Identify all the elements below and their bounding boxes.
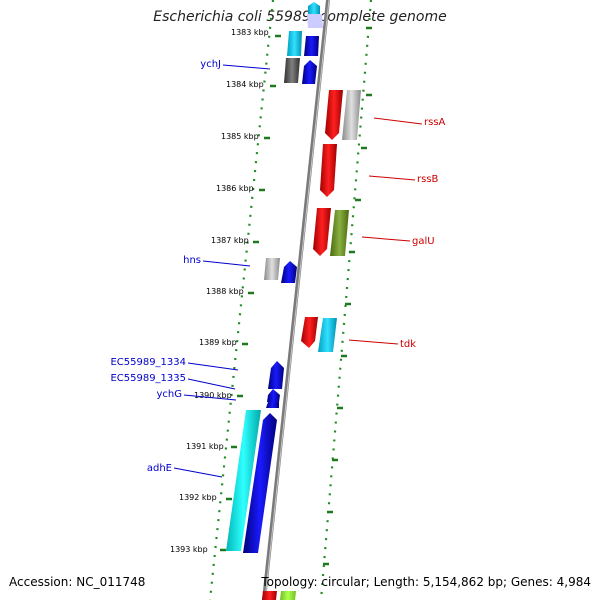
- label-connector-hns: [202, 260, 251, 267]
- gene-gray-arrow[interactable]: [342, 90, 361, 140]
- gene-ychJ-upstream-arrow[interactable]: [287, 31, 302, 56]
- gene-label-EC55989_1335[interactable]: EC55989_1335: [110, 373, 186, 384]
- tick-label-1392: 1392 kbp: [179, 493, 217, 502]
- label-connector-adhE: [173, 467, 223, 478]
- tick-label-1383: 1383 kbp: [231, 28, 269, 37]
- tick-label-1385: 1385 kbp: [221, 132, 259, 141]
- track-boundary-outer-left: [208, 0, 275, 600]
- label-connector-ychJ: [222, 64, 271, 70]
- gene-label-rssB[interactable]: rssB: [417, 174, 439, 185]
- gene-label-adhE[interactable]: adhE: [147, 463, 172, 474]
- gene-arrow[interactable]: [280, 591, 296, 600]
- label-connector-galU: [361, 236, 411, 242]
- gene-olive-arrow[interactable]: [330, 210, 349, 256]
- tick-label-1389: 1389 kbp: [199, 338, 237, 347]
- gene-rssB-arrow[interactable]: [320, 144, 337, 197]
- tick-label-1390: 1390 kbp: [194, 391, 232, 400]
- label-connector-EC55989_1334: [187, 362, 239, 371]
- gene-tdk-arrow[interactable]: [301, 317, 318, 348]
- label-connector-ychG: [183, 394, 237, 401]
- label-connector-tdk: [348, 339, 399, 345]
- gene-label-ychJ[interactable]: ychJ: [200, 59, 221, 70]
- gene-ychJ-arrow[interactable]: [284, 58, 300, 83]
- gene-rssA-arrow[interactable]: [325, 90, 343, 140]
- gene-cyan-arrow[interactable]: [318, 318, 337, 352]
- gene-label-hns[interactable]: hns: [183, 255, 201, 266]
- tick-label-1391: 1391 kbp: [186, 442, 224, 451]
- gene-label-tdk[interactable]: tdk: [400, 339, 416, 350]
- label-connector-rssB: [368, 175, 416, 181]
- tick-label-1393: 1393 kbp: [170, 545, 208, 554]
- gene-EC55989_1334-arrow[interactable]: [268, 361, 284, 389]
- gene-adhE-arrow[interactable]: [243, 413, 277, 553]
- tick-marks: [220, 26, 372, 566]
- gene-arrow[interactable]: [302, 60, 317, 84]
- gene-label-galU[interactable]: galU: [412, 236, 435, 247]
- tick-label-1386: 1386 kbp: [216, 184, 254, 193]
- gene-hns-arrow[interactable]: [281, 261, 297, 283]
- tick-label-1384: 1384 kbp: [226, 80, 264, 89]
- genome-summary-text: Topology: circular; Length: 5,154,862 bp…: [261, 575, 591, 589]
- tick-label-1388: 1388 kbp: [206, 287, 244, 296]
- genome-backbone: [262, 0, 330, 600]
- gene-arrow[interactable]: [304, 36, 319, 56]
- gene-EC55989_1335-arrow[interactable]: [267, 389, 280, 402]
- tick-label-1387: 1387 kbp: [211, 236, 249, 245]
- gene-arrow[interactable]: [262, 591, 277, 600]
- label-connector-rssA: [373, 117, 423, 125]
- gene-galU-arrow[interactable]: [313, 208, 331, 256]
- track-boundary-inner-right: [319, 0, 373, 600]
- label-connector-EC55989_1335: [187, 378, 236, 390]
- gene-ychG-arrow[interactable]: [266, 402, 279, 408]
- gene-arrow[interactable]: [308, 2, 320, 14]
- gene-hns-neighbor-arrow[interactable]: [264, 258, 280, 280]
- gene-label-EC55989_1334[interactable]: EC55989_1334: [110, 357, 186, 368]
- genome-title: Escherichia coli 55989, complete genome: [153, 9, 447, 25]
- accession-text: Accession: NC_011748: [9, 575, 146, 589]
- gene-adhE-cyan-arrow[interactable]: [226, 410, 261, 551]
- gene-label-ychG[interactable]: ychG: [156, 389, 182, 400]
- gene-label-rssA[interactable]: rssA: [424, 117, 446, 128]
- gene-arrow[interactable]: [307, 14, 323, 28]
